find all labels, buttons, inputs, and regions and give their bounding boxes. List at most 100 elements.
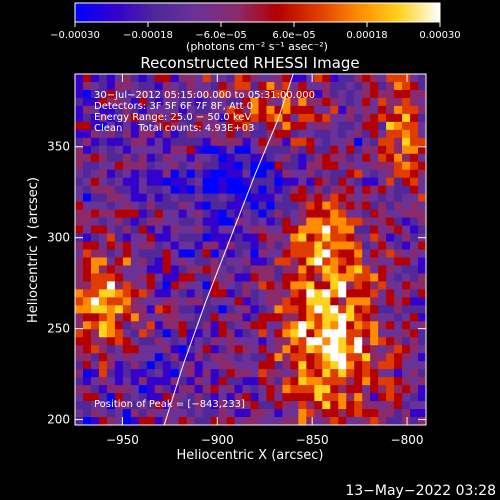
heatmap-cell xyxy=(170,361,180,370)
heatmap-cell xyxy=(274,321,284,330)
heatmap-cell xyxy=(186,305,196,314)
heatmap-cell xyxy=(75,361,84,370)
heatmap-cell xyxy=(146,281,156,290)
heatmap-cell xyxy=(274,225,284,235)
heatmap-cell xyxy=(90,409,100,418)
heatmap-cell xyxy=(234,145,244,155)
heatmap-cell xyxy=(362,97,371,107)
colorbar-tick-label: 0.00018 xyxy=(346,30,387,41)
heatmap-cell xyxy=(234,169,244,179)
heatmap-cell xyxy=(354,145,363,155)
heatmap-cell xyxy=(354,81,363,91)
heatmap-cell xyxy=(146,377,156,386)
heatmap-cell xyxy=(346,249,355,259)
heatmap-cell xyxy=(418,89,426,99)
heatmap-cell xyxy=(258,137,268,147)
heatmap-cell xyxy=(186,129,196,139)
heatmap-cell xyxy=(402,185,411,195)
heatmap-cell xyxy=(234,177,244,187)
heatmap-cell xyxy=(82,193,92,203)
heatmap-cell xyxy=(194,393,204,402)
heatmap-cell xyxy=(290,265,299,275)
heatmap-cell xyxy=(130,385,140,394)
heatmap-cell xyxy=(210,305,220,314)
heatmap-cell xyxy=(130,305,140,314)
annotation-energy-range: Energy Range: 25.0 − 50.0 keV xyxy=(94,112,251,123)
heatmap-cell xyxy=(274,361,284,370)
heatmap-cell xyxy=(314,345,323,354)
heatmap-cell xyxy=(90,377,100,386)
heatmap-cell xyxy=(218,153,228,163)
heatmap-cell xyxy=(122,193,132,203)
heatmap-cell xyxy=(138,345,148,354)
heatmap-cell xyxy=(202,113,212,123)
heatmap-cell xyxy=(234,161,244,171)
heatmap-cell xyxy=(330,193,339,203)
heatmap-cell xyxy=(386,145,395,155)
heatmap-cell xyxy=(370,265,379,275)
heatmap-cell xyxy=(322,137,331,147)
heatmap-cell xyxy=(266,353,276,362)
heatmap-cell xyxy=(218,361,228,370)
heatmap-cell xyxy=(266,417,276,425)
heatmap-cell xyxy=(354,353,363,362)
heatmap-cell xyxy=(418,177,426,187)
heatmap-cell xyxy=(162,249,172,259)
heatmap-cell xyxy=(194,225,204,235)
heatmap-cell xyxy=(210,385,220,394)
heatmap-cell xyxy=(202,97,212,107)
heatmap-cell xyxy=(202,161,212,171)
heatmap-cell xyxy=(378,393,387,402)
heatmap-cell xyxy=(306,193,315,203)
heatmap-cell xyxy=(354,289,363,298)
heatmap-cell xyxy=(75,305,84,314)
heatmap-cell xyxy=(346,177,355,187)
heatmap-cell xyxy=(114,377,124,386)
heatmap-cell xyxy=(98,217,108,227)
heatmap-cell xyxy=(250,313,260,322)
heatmap-cell xyxy=(258,121,268,131)
heatmap-cell xyxy=(386,337,395,346)
annotation-detectors: Detectors: 3F 5F 6F 7F 8F, Att 0 xyxy=(94,101,253,112)
heatmap-cell xyxy=(362,193,371,203)
heatmap-cell xyxy=(122,97,132,107)
heatmap-cell xyxy=(226,193,236,203)
heatmap-cell xyxy=(330,321,339,330)
heatmap-cell xyxy=(410,209,419,219)
heatmap-cell xyxy=(138,233,148,243)
heatmap-cell xyxy=(138,97,148,107)
heatmap-cell xyxy=(194,329,204,338)
heatmap-cell xyxy=(330,129,339,139)
heatmap-cell xyxy=(362,377,371,386)
heatmap-cell xyxy=(170,289,180,298)
heatmap-cell xyxy=(202,257,212,267)
heatmap-cell xyxy=(274,353,284,362)
heatmap-cell xyxy=(338,393,347,402)
heatmap-cell xyxy=(218,185,228,195)
heatmap-cell xyxy=(290,225,299,235)
heatmap-cell xyxy=(170,105,180,115)
heatmap-cell xyxy=(378,89,387,99)
heatmap-cell xyxy=(106,201,116,211)
heatmap-cell xyxy=(242,297,252,306)
heatmap-cell xyxy=(402,305,411,314)
heatmap-cell xyxy=(418,345,426,354)
heatmap-cell xyxy=(242,153,252,163)
heatmap-cell xyxy=(154,281,164,290)
heatmap-cell xyxy=(106,329,116,338)
colorbar-tick-label: −0.00018 xyxy=(123,30,173,41)
heatmap-cell xyxy=(106,345,116,354)
heatmap-cell xyxy=(82,361,92,370)
heatmap-cell xyxy=(234,393,244,402)
heatmap-cell xyxy=(186,113,196,123)
heatmap-cell xyxy=(242,209,252,219)
heatmap-cell xyxy=(90,153,100,163)
heatmap-cell xyxy=(226,281,236,290)
heatmap-cell xyxy=(170,321,180,330)
heatmap-cell xyxy=(75,281,84,290)
heatmap-cell xyxy=(114,249,124,259)
heatmap-cell xyxy=(75,89,84,99)
heatmap-cell xyxy=(330,361,339,370)
heatmap-cell xyxy=(178,401,188,410)
